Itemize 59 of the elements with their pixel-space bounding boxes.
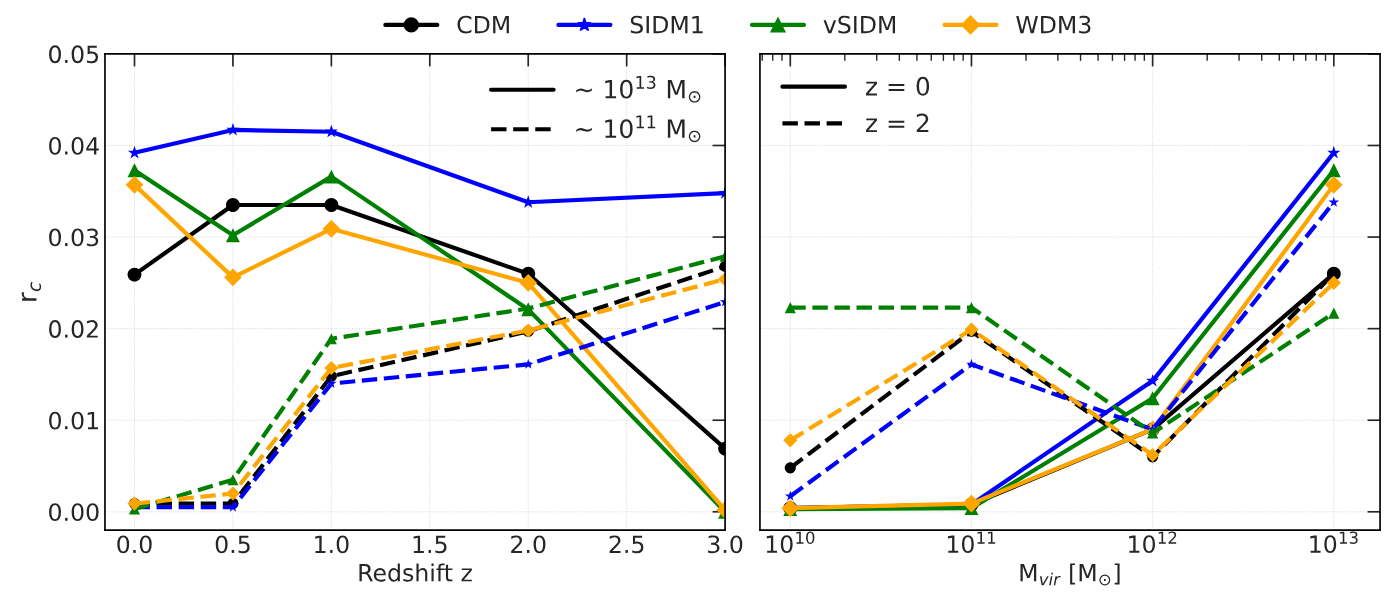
point bbox=[324, 169, 339, 184]
point bbox=[225, 198, 240, 212]
point bbox=[224, 268, 242, 287]
point bbox=[326, 378, 337, 389]
point bbox=[966, 358, 977, 369]
legend-label: CDM bbox=[457, 15, 509, 34]
legend-label: SIDM1 bbox=[630, 15, 703, 34]
x-tick-label: 0.0 bbox=[117, 535, 152, 554]
legend-label: vSIDM bbox=[823, 15, 896, 34]
point bbox=[325, 333, 337, 345]
point bbox=[1145, 447, 1160, 463]
annotation: ∼ 10$^{13}$ M$_{⊙}$ bbox=[576, 75, 701, 103]
y-tick-label: 0.05 bbox=[49, 45, 99, 64]
point bbox=[225, 228, 240, 243]
point bbox=[226, 122, 240, 136]
x-tick-label: 10$^{11}$ bbox=[947, 531, 996, 554]
point bbox=[1146, 373, 1160, 387]
point bbox=[127, 267, 142, 282]
point bbox=[1324, 176, 1343, 194]
y-tick-label: 0.00 bbox=[49, 503, 99, 522]
point bbox=[127, 163, 142, 178]
y-tick-label: 0.02 bbox=[49, 320, 98, 338]
point bbox=[785, 490, 796, 501]
point bbox=[1328, 307, 1340, 319]
x-tick-label: 1.0 bbox=[315, 535, 349, 554]
y-tick-label: 0.04 bbox=[49, 136, 99, 155]
x-tick-label: 10$^{13}$ bbox=[1310, 531, 1358, 554]
x-axis-title: M$_{vir}$ [M$_{⊙}$] bbox=[1020, 563, 1120, 586]
point bbox=[225, 486, 240, 501]
annotation: z = 2 bbox=[866, 113, 929, 133]
point bbox=[784, 302, 796, 314]
x-tick-label: 2.5 bbox=[609, 535, 644, 554]
point bbox=[1326, 163, 1341, 178]
point bbox=[227, 474, 239, 486]
point bbox=[125, 176, 144, 194]
x-axis-title: Redshift z bbox=[359, 563, 472, 582]
point bbox=[324, 198, 339, 212]
x-tick-label: 10$^{12}$ bbox=[1129, 531, 1177, 554]
point bbox=[1145, 391, 1160, 406]
point bbox=[519, 274, 538, 292]
x-tick-label: 3.0 bbox=[708, 535, 743, 554]
point bbox=[965, 302, 978, 314]
point bbox=[1326, 275, 1341, 290]
x-tick-label: 2.0 bbox=[511, 535, 546, 554]
point bbox=[322, 219, 341, 238]
legend-label: WDM3 bbox=[1016, 15, 1091, 34]
x-tick-label: 1.5 bbox=[413, 535, 447, 554]
x-tick-label: 0.5 bbox=[215, 535, 250, 554]
point bbox=[324, 360, 339, 376]
point bbox=[784, 462, 796, 474]
y-axis-title: r$_{c}$ bbox=[21, 282, 42, 301]
point bbox=[1327, 145, 1341, 159]
y-tick-label: 0.03 bbox=[49, 228, 99, 247]
point bbox=[324, 124, 338, 138]
annotation: z = 0 bbox=[866, 76, 930, 96]
x-tick-label: 10$^{10}$ bbox=[766, 531, 815, 554]
annotation: ∼ 10$^{11}$ M$_{⊙}$ bbox=[576, 115, 701, 143]
point bbox=[783, 433, 798, 448]
y-tick-label: 0.01 bbox=[49, 411, 98, 430]
